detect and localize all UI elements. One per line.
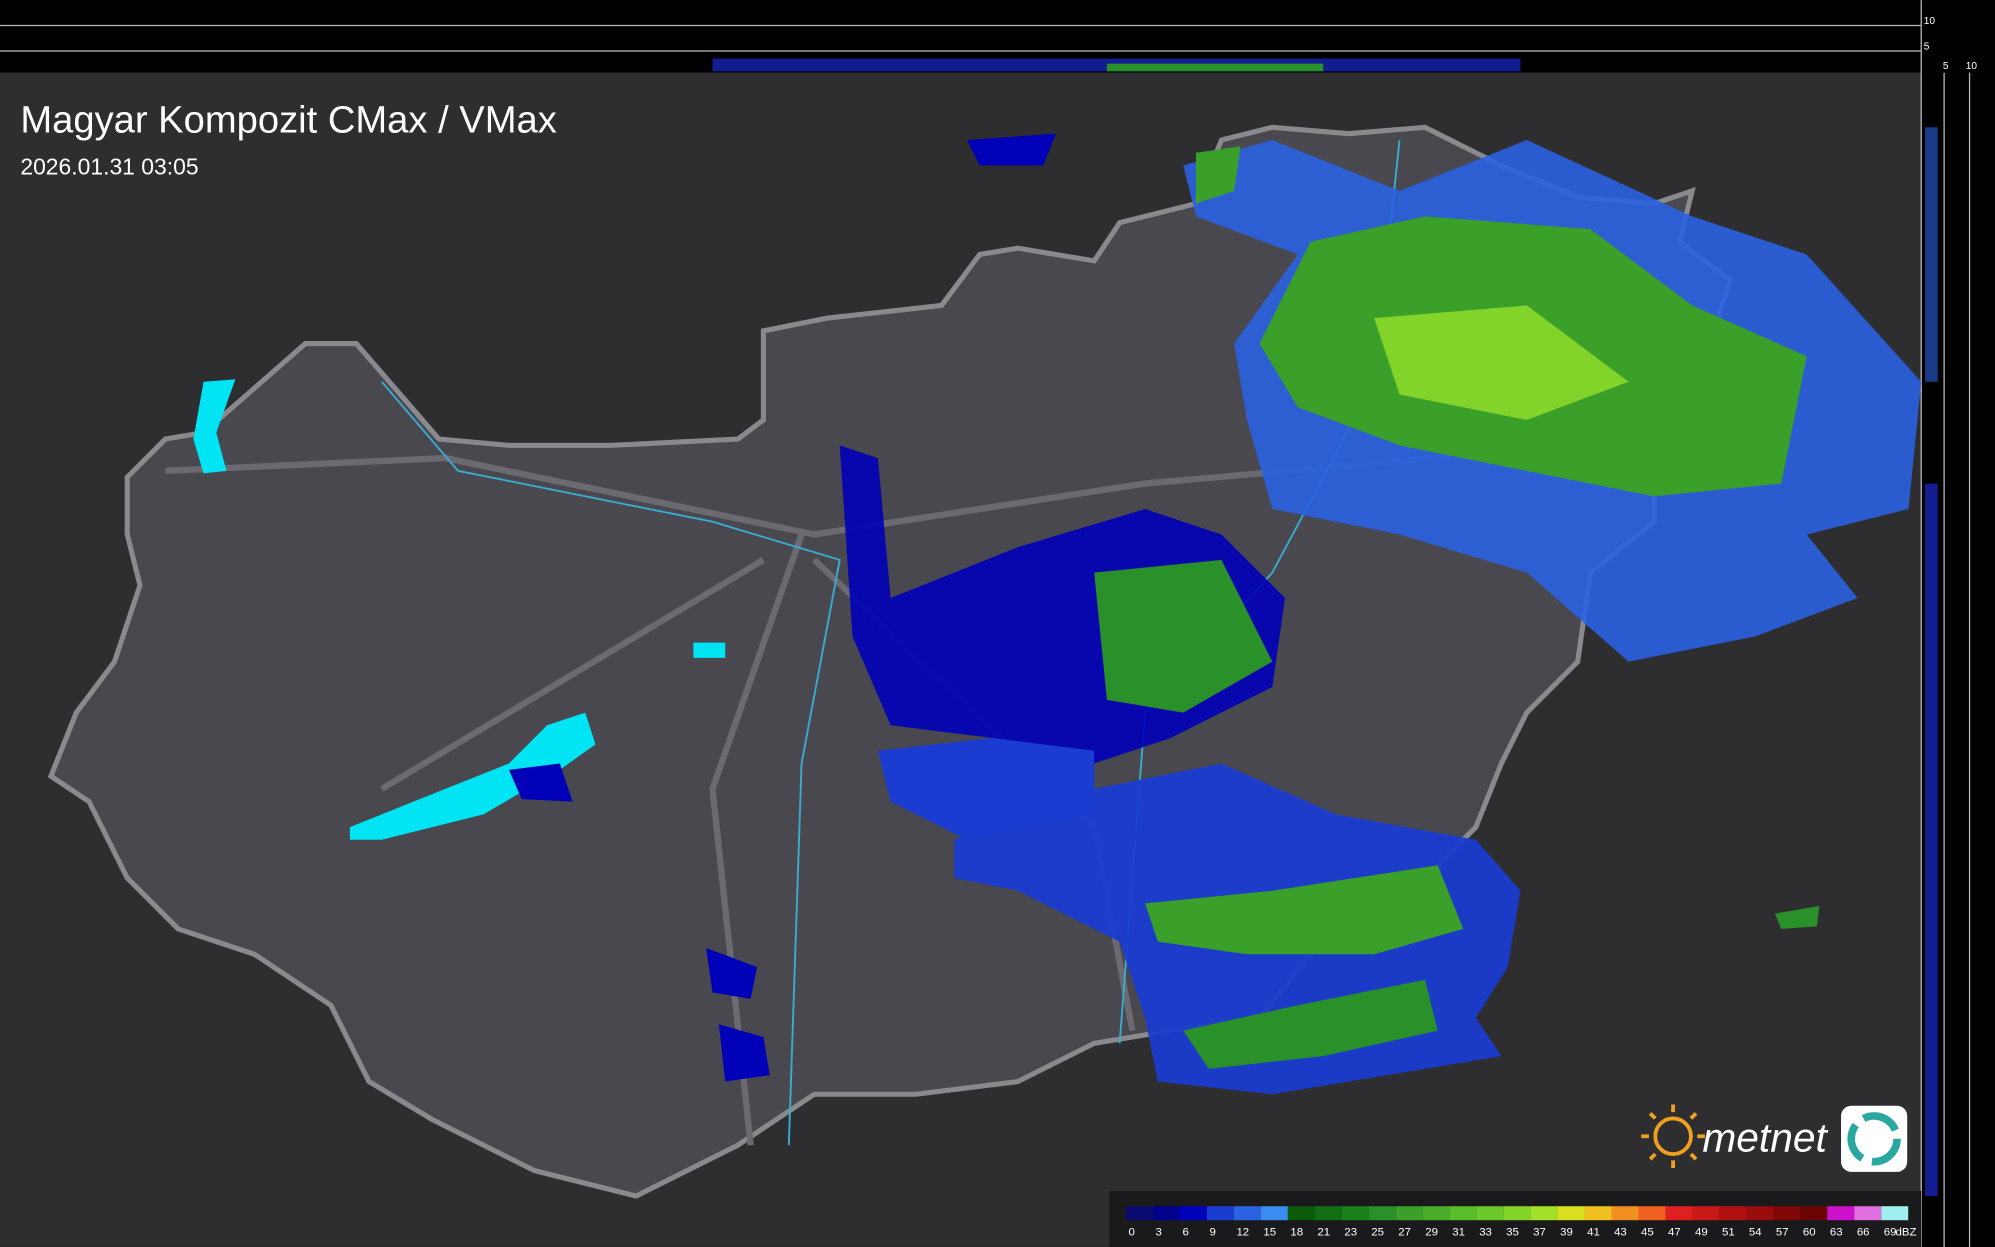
legend-label: 35 [1506, 1226, 1519, 1238]
legend-swatch [1287, 1206, 1315, 1221]
legend-label: 0 [1129, 1226, 1135, 1238]
timestamp: 2026.01.31 03:05 [20, 153, 198, 179]
legend-swatch [1314, 1206, 1342, 1221]
legend-swatch [1260, 1206, 1288, 1221]
legend-swatch [1341, 1206, 1369, 1221]
legend-label: 45 [1641, 1226, 1654, 1238]
legend-swatch [1557, 1206, 1585, 1221]
legend-swatch [1503, 1206, 1531, 1221]
legend-label: 21 [1317, 1226, 1330, 1238]
legend-swatch [1800, 1206, 1828, 1221]
lake [693, 642, 726, 658]
legend-label: 9 [1209, 1226, 1215, 1238]
legend-swatch [1422, 1206, 1450, 1221]
logo-text: metnet [1702, 1115, 1828, 1161]
legend-swatch [1530, 1206, 1558, 1221]
legend-label: 23 [1344, 1226, 1357, 1238]
legend-label: 51 [1722, 1226, 1735, 1238]
legend-swatch [1584, 1206, 1612, 1221]
legend-label: 15 [1263, 1226, 1276, 1238]
legend-swatch [1233, 1206, 1261, 1221]
legend-swatch [1206, 1206, 1234, 1221]
legend-label: 47 [1668, 1226, 1681, 1238]
legend-unit: dBZ [1896, 1226, 1917, 1238]
legend-swatch [1881, 1206, 1909, 1221]
profile-echo [1925, 483, 1938, 1197]
legend-label: 27 [1398, 1226, 1411, 1238]
legend-swatch [1854, 1206, 1882, 1221]
legend-label: 31 [1452, 1226, 1465, 1238]
profile-label: 10 [1966, 61, 1978, 72]
logo: metnet [1641, 1104, 1908, 1172]
legend-label: 49 [1695, 1226, 1708, 1238]
legend-swatch [1746, 1206, 1774, 1221]
legend-swatch [1449, 1206, 1477, 1221]
legend-swatch [1179, 1206, 1207, 1221]
legend-swatch [1476, 1206, 1504, 1221]
legend-label: 12 [1236, 1226, 1249, 1238]
legend-swatch [1152, 1206, 1180, 1221]
legend-label: 18 [1290, 1226, 1303, 1238]
roads [165, 442, 1578, 1146]
legend-swatch [1827, 1206, 1855, 1221]
profile-echo [1106, 63, 1324, 72]
legend-label: 3 [1156, 1226, 1162, 1238]
profile-label: 10 [1924, 16, 1936, 27]
legend-label: 63 [1830, 1226, 1843, 1238]
legend-label: 69 [1884, 1226, 1897, 1238]
legend-swatch [1638, 1206, 1666, 1221]
legend-swatch [1611, 1206, 1639, 1221]
legend-label: 66 [1857, 1226, 1870, 1238]
radar-echoes [508, 133, 1922, 1095]
legend-swatch [1665, 1206, 1693, 1221]
legend-label: 57 [1776, 1226, 1789, 1238]
legend-label: 25 [1371, 1226, 1384, 1238]
legend-swatch [1368, 1206, 1396, 1221]
legend-label: 60 [1803, 1226, 1816, 1238]
legend-label: 54 [1749, 1226, 1762, 1238]
legend-label: 41 [1587, 1226, 1600, 1238]
profile-label: 5 [1924, 42, 1930, 53]
legend: 0 3 6 9 12 15 18 21 23 25 27 29 31 33 35 37 39 41 43 45 47 49… [1126, 1206, 1916, 1238]
legend-label: 6 [1182, 1226, 1188, 1238]
legend-swatch [1692, 1206, 1720, 1221]
legend-label: 33 [1479, 1226, 1492, 1238]
profile-label: 5 [1943, 61, 1949, 72]
legend-swatch [1719, 1206, 1747, 1221]
map-title: Magyar Kompozit CMax / VMax [20, 98, 556, 141]
legend-label: 29 [1425, 1226, 1438, 1238]
legend-swatch [1773, 1206, 1801, 1221]
lake [349, 712, 596, 840]
legend-swatch [1395, 1206, 1423, 1221]
profile-echo [1925, 127, 1938, 382]
lake [193, 379, 236, 474]
legend-label: 37 [1533, 1226, 1546, 1238]
legend-swatch [1126, 1206, 1153, 1221]
legend-label: 39 [1560, 1226, 1573, 1238]
legend-label: 43 [1614, 1226, 1627, 1238]
